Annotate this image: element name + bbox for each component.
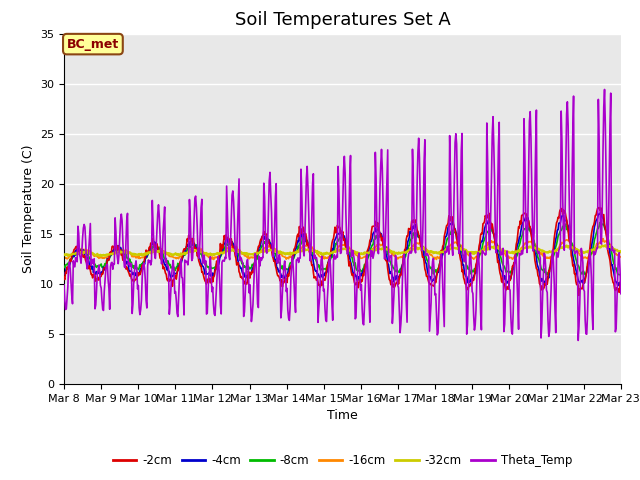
Text: BC_met: BC_met xyxy=(67,37,119,50)
X-axis label: Time: Time xyxy=(327,409,358,422)
Y-axis label: Soil Temperature (C): Soil Temperature (C) xyxy=(22,144,35,273)
Title: Soil Temperatures Set A: Soil Temperatures Set A xyxy=(234,11,451,29)
Legend: -2cm, -4cm, -8cm, -16cm, -32cm, Theta_Temp: -2cm, -4cm, -8cm, -16cm, -32cm, Theta_Te… xyxy=(108,449,577,472)
